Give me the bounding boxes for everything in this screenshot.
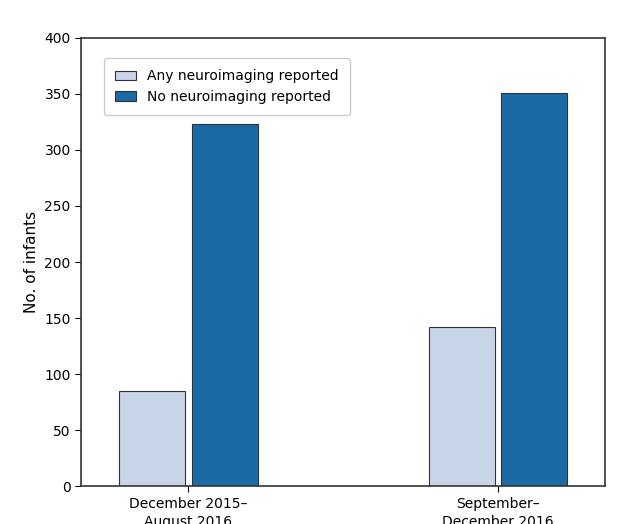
Bar [429, 327, 495, 486]
Text: Source: MMWR © 2017 Centers for Disease Control and Prevention (CDC): Source: MMWR © 2017 Centers for Disease … [201, 503, 612, 513]
Bar [119, 391, 185, 486]
Bar [501, 93, 567, 486]
Text: Medscape: Medscape [12, 500, 99, 515]
Y-axis label: No. of infants: No. of infants [24, 211, 39, 313]
Legend: Any neuroimaging reported, No neuroimaging reported: Any neuroimaging reported, No neuroimagi… [104, 58, 349, 115]
Bar [192, 124, 258, 486]
